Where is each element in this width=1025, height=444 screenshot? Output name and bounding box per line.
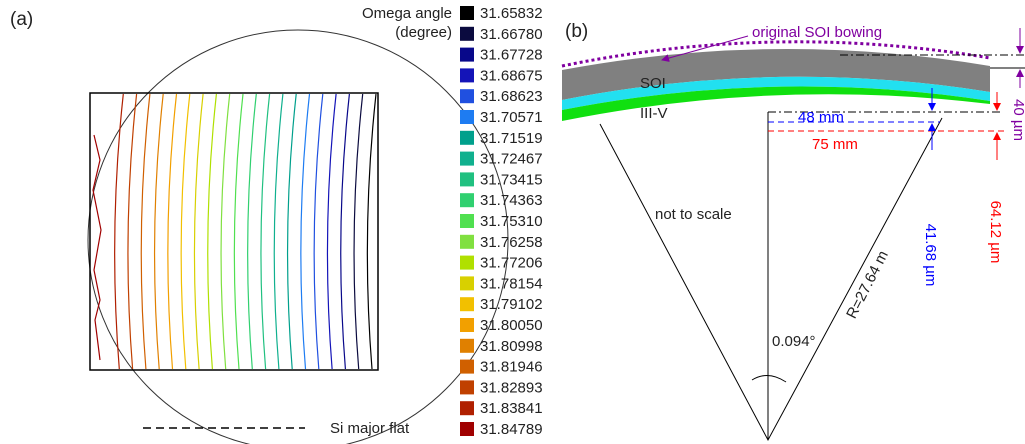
note: not to scale [655, 206, 732, 223]
legend-value: 31.82893 [480, 379, 543, 396]
legend-value: 31.65832 [480, 5, 543, 22]
legend-swatch [460, 110, 474, 124]
legend-swatch [460, 380, 474, 394]
contour-line [93, 135, 101, 360]
angle-arc [752, 375, 786, 382]
legend-value: 31.67728 [480, 47, 543, 64]
legend-title: (degree) [395, 24, 452, 41]
contour-line [194, 94, 203, 369]
legend-value: 31.72467 [480, 151, 543, 168]
legend-swatch [460, 172, 474, 186]
soi-label: SOI [640, 75, 666, 92]
contour-line [155, 94, 164, 369]
legend-swatch [460, 318, 474, 332]
dim-label: 48 mm [798, 109, 844, 126]
legend-swatch [460, 401, 474, 415]
legend-value: 31.68675 [480, 67, 543, 84]
height-label: 41.68 µm [922, 224, 939, 287]
contour-line [314, 94, 323, 369]
legend-swatch [460, 193, 474, 207]
legend-swatch [460, 152, 474, 166]
contour-line [128, 94, 137, 369]
height-label: 40 µm [1010, 99, 1025, 141]
legend-value: 31.70571 [480, 109, 543, 126]
legend-value: 31.80998 [480, 338, 543, 355]
legend-swatch [460, 48, 474, 62]
panel-label: (a) [10, 9, 33, 30]
panel-label: (b) [565, 21, 588, 42]
legend-swatch [460, 235, 474, 249]
panel-a: (a) Si major flat Omega angle (degree) 3… [10, 5, 543, 444]
legend-value: 31.84789 [480, 421, 543, 438]
legend-value: 31.83841 [480, 400, 543, 417]
contour-line [288, 94, 297, 369]
contour-line [354, 94, 363, 369]
contours [93, 94, 376, 369]
legend-swatch [460, 68, 474, 82]
legend-value: 31.81946 [480, 359, 543, 376]
legend-swatch [460, 131, 474, 145]
contour-line [221, 94, 230, 369]
legend-swatch [460, 339, 474, 353]
contour-line [234, 94, 243, 369]
wafer [88, 30, 508, 444]
contour-line [261, 94, 270, 369]
contour-line [341, 94, 350, 369]
contour-line [141, 94, 150, 369]
triangle [600, 118, 942, 440]
legend-swatch [460, 360, 474, 374]
legend-swatch [460, 276, 474, 290]
legend-value: 31.78154 [480, 275, 543, 292]
legend-value: 31.71519 [480, 130, 543, 147]
legend-value: 31.77206 [480, 255, 543, 272]
legend-swatch [460, 27, 474, 41]
panel-b: (b) original SOI bowing SOI III-V 48 mm … [562, 21, 1025, 440]
contour-line [181, 94, 190, 369]
contour-line [367, 94, 376, 369]
legend-title: Omega angle [362, 5, 452, 22]
legend-swatch [460, 214, 474, 228]
contour-line [327, 94, 336, 369]
legend-value: 31.68623 [480, 88, 543, 105]
legend-value: 31.66780 [480, 26, 543, 43]
legend-swatch [460, 256, 474, 270]
legend-value: 31.73415 [480, 171, 543, 188]
dim-label: 75 mm [812, 136, 858, 153]
legend-value: 31.76258 [480, 234, 543, 251]
legend-swatch [460, 422, 474, 436]
legend-value: 31.75310 [480, 213, 543, 230]
legend: 31.65832 31.66780 31.67728 31.68675 31.68623… [460, 5, 543, 438]
contour-line [248, 94, 257, 369]
contour-line [208, 94, 217, 369]
legend-swatch [460, 6, 474, 20]
radius-label: R=27.64 m [843, 248, 892, 321]
height-label: 64.12 µm [987, 201, 1004, 264]
contour-line [168, 94, 177, 369]
bowing-label: original SOI bowing [752, 24, 882, 41]
contour-line [301, 94, 310, 369]
legend-value: 31.74363 [480, 192, 543, 209]
iii-v-label: III-V [640, 105, 668, 122]
legend-swatch [460, 297, 474, 311]
legend-swatch [460, 89, 474, 103]
contour-line [274, 94, 283, 369]
legend-value: 31.79102 [480, 296, 543, 313]
legend-value: 31.80050 [480, 317, 543, 334]
figure: (a) Si major flat Omega angle (degree) 3… [0, 0, 1025, 444]
flat-label: Si major flat [330, 420, 410, 437]
angle-label: 0.094° [772, 333, 816, 350]
